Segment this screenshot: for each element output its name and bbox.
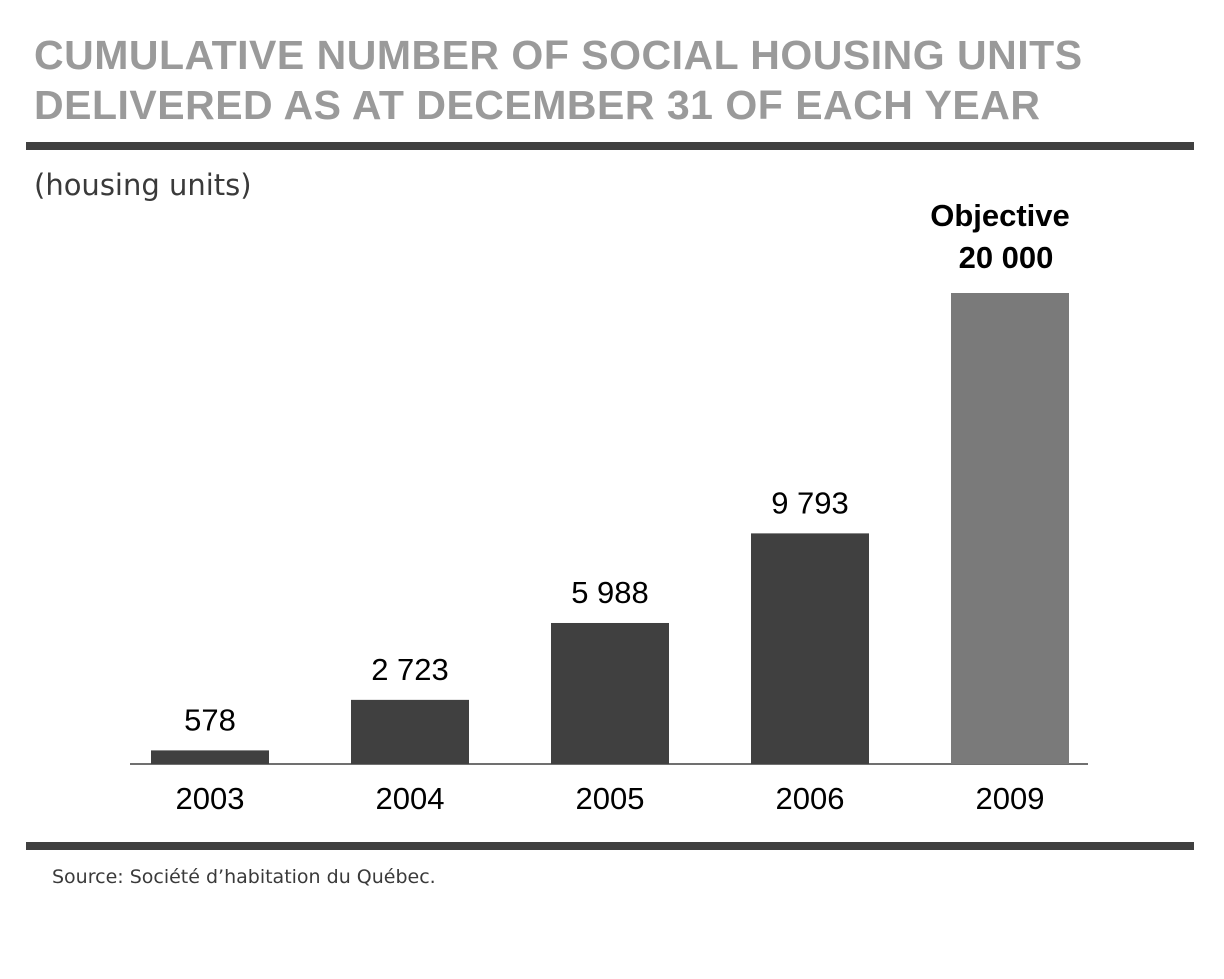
x-tick-label-2009: 2009	[976, 781, 1045, 816]
chart-title-line-1: CUMULATIVE NUMBER OF SOCIAL HOUSING UNIT…	[34, 32, 1083, 78]
bar-objective-2009	[951, 293, 1069, 764]
x-tick-label-2006: 2006	[776, 781, 845, 816]
bar-2004	[351, 699, 469, 764]
bar-2006	[751, 533, 869, 764]
objective-label: Objective	[930, 198, 1070, 233]
chart-title: CUMULATIVE NUMBER OF SOCIAL HOUSING UNIT…	[34, 30, 1204, 130]
data-label-2004: 2 723	[371, 652, 449, 687]
chart-title-line-2: DELIVERED AS AT DECEMBER 31 OF EACH YEAR	[34, 82, 1041, 128]
source-note: Source: Société d’habitation du Québec.	[52, 866, 436, 888]
bar-2003	[151, 750, 269, 764]
x-tick-label-2005: 2005	[576, 781, 645, 816]
data-label-2003: 578	[184, 702, 236, 737]
top-divider	[26, 142, 1194, 150]
bar-2005	[551, 622, 669, 764]
x-tick-label-2003: 2003	[176, 781, 245, 816]
data-label-2005: 5 988	[571, 575, 649, 610]
data-label-2009: 20 000	[959, 240, 1054, 275]
bottom-divider	[26, 842, 1194, 850]
units-label: (housing units)	[34, 168, 252, 202]
x-tick-label-2004: 2004	[376, 781, 445, 816]
data-label-2006: 9 793	[771, 485, 849, 520]
